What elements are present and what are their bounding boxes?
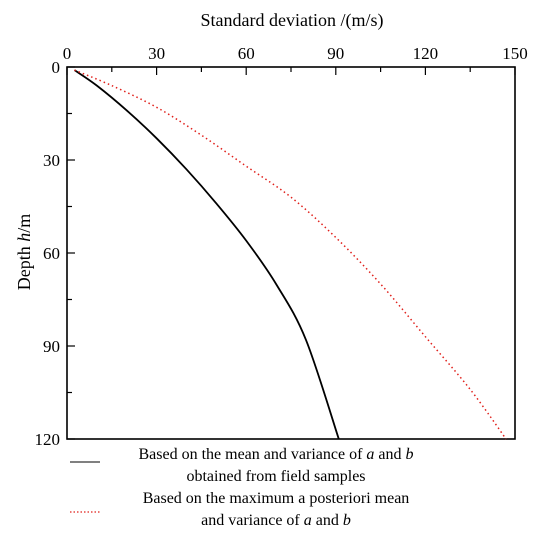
x-tick-label: 60 (238, 44, 255, 63)
legend-entry-2-line-2: and variance of a and b (201, 512, 351, 529)
y-axis-title-prefix: Depth (14, 242, 34, 291)
x-tick-label: 0 (63, 44, 72, 63)
y-tick-label: 90 (43, 337, 60, 356)
y-axis-ticks: 0 30 60 90 120 (35, 58, 75, 449)
legend-entry-2-line-1: Based on the maximum a posteriori mean (143, 490, 410, 507)
legend: Based on the mean and variance of a and … (70, 446, 414, 529)
legend-entry-1-var-b: b (406, 446, 414, 463)
y-axis-title-suffix: /m (14, 214, 34, 233)
legend-entry-1-var-a: a (366, 446, 374, 463)
legend-entry-1-text-b: and (374, 446, 405, 463)
legend-entry-1-text-a: Based on the mean and variance of (138, 446, 366, 463)
x-tick-label: 90 (327, 44, 344, 63)
y-tick-label: 120 (35, 430, 61, 449)
legend-entry-2-text-b: and (312, 512, 343, 529)
legend-entry-2-var-b: b (343, 512, 351, 529)
legend-entry-2-text-a: and variance of (201, 512, 304, 529)
y-tick-label: 30 (43, 151, 60, 170)
plot-area-frame (66, 66, 516, 440)
y-tick-label: 60 (43, 244, 60, 263)
series-field-sample-line (73, 69, 340, 440)
x-tick-label: 30 (148, 44, 165, 63)
legend-entry-1-line-2: obtained from field samples (186, 468, 365, 485)
x-axis-title: Standard deviation /(m/s) (201, 10, 384, 31)
series-map-line (74, 69, 507, 440)
legend-entry-1-line-1: Based on the mean and variance of a and … (138, 446, 413, 463)
x-tick-label: 150 (502, 44, 528, 63)
x-axis-ticks: 0 30 60 90 120 150 (63, 44, 528, 75)
legend-entry-2-var-a: a (304, 512, 312, 529)
x-tick-label: 120 (413, 44, 439, 63)
y-axis-title-variable: h (14, 233, 34, 242)
series-layer (73, 69, 507, 440)
y-axis-title: Depth h/m (14, 214, 34, 291)
y-tick-label: 0 (52, 58, 61, 77)
